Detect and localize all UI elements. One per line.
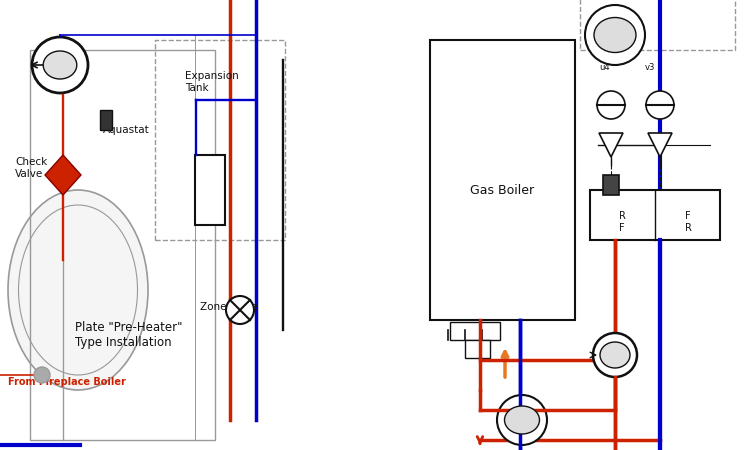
Circle shape bbox=[226, 296, 254, 324]
Circle shape bbox=[497, 395, 547, 445]
Ellipse shape bbox=[8, 190, 148, 390]
Text: R
F: R F bbox=[619, 211, 626, 233]
Ellipse shape bbox=[505, 406, 539, 434]
Circle shape bbox=[34, 367, 50, 383]
Bar bbox=[580, 0, 735, 50]
Text: Gas Boiler: Gas Boiler bbox=[470, 184, 534, 197]
Bar bbox=[155, 40, 285, 240]
Polygon shape bbox=[648, 133, 672, 157]
Circle shape bbox=[597, 91, 625, 119]
Circle shape bbox=[585, 5, 645, 65]
Text: Plate "Pre-Heater"
Type Installation: Plate "Pre-Heater" Type Installation bbox=[75, 321, 182, 349]
Circle shape bbox=[593, 333, 637, 377]
Text: v3: v3 bbox=[645, 63, 656, 72]
Ellipse shape bbox=[19, 205, 137, 375]
Text: Check
Valve: Check Valve bbox=[15, 157, 47, 179]
Bar bbox=[30, 50, 215, 440]
Text: F
R: F R bbox=[685, 211, 692, 233]
Bar bbox=[195, 155, 225, 225]
Polygon shape bbox=[599, 133, 623, 157]
Ellipse shape bbox=[594, 18, 636, 53]
Ellipse shape bbox=[44, 51, 76, 79]
Bar bbox=[590, 190, 720, 240]
Text: From Fireplace Boiler: From Fireplace Boiler bbox=[8, 377, 126, 387]
Bar bbox=[450, 322, 500, 340]
Text: Zone Valve: Zone Valve bbox=[200, 302, 258, 312]
Ellipse shape bbox=[600, 342, 630, 368]
Bar bbox=[430, 40, 575, 320]
Bar bbox=[465, 340, 490, 358]
Bar bbox=[603, 175, 619, 195]
Circle shape bbox=[646, 91, 674, 119]
Circle shape bbox=[32, 37, 88, 93]
Text: u4: u4 bbox=[600, 63, 610, 72]
Text: Expansion
Tank: Expansion Tank bbox=[185, 71, 238, 93]
Polygon shape bbox=[45, 155, 81, 195]
Text: Aquastat: Aquastat bbox=[103, 125, 150, 135]
Bar bbox=[100, 110, 112, 130]
